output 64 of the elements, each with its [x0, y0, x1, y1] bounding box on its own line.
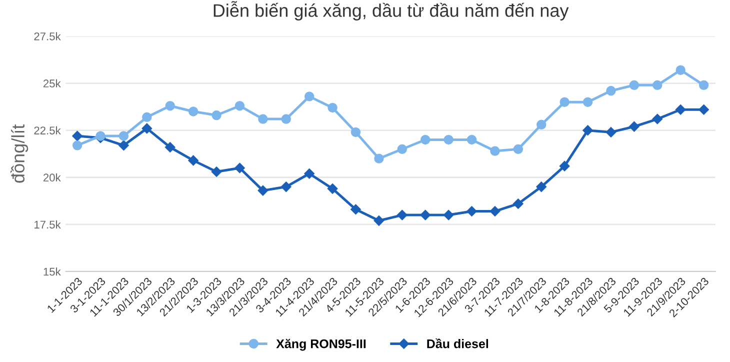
- point: [72, 140, 82, 150]
- point: [188, 106, 198, 116]
- point: [212, 110, 222, 120]
- y-tick-label: 15k: [44, 267, 61, 276]
- point: [118, 131, 129, 141]
- point: [234, 100, 245, 111]
- point: [466, 206, 477, 216]
- legend-label: Xăng RON95-III: [276, 338, 366, 351]
- point: [698, 104, 709, 115]
- point: [397, 144, 408, 154]
- point: [536, 120, 546, 130]
- point: [675, 104, 686, 115]
- point: [606, 86, 616, 96]
- point: [328, 102, 338, 113]
- point: [652, 80, 662, 90]
- point: [490, 206, 500, 216]
- point: [536, 182, 546, 192]
- point: [258, 114, 268, 124]
- point: [559, 160, 570, 172]
- point: [513, 144, 524, 154]
- point: [281, 114, 291, 124]
- point: [165, 142, 176, 152]
- chart-title: Diễn biến giá xăng, dầu từ đầu năm đến nay: [214, 1, 569, 20]
- point: [698, 80, 709, 90]
- point: [606, 127, 616, 138]
- point: [142, 112, 152, 122]
- point: [350, 127, 361, 138]
- point: [397, 210, 408, 220]
- y-tick-label: 20k: [43, 173, 61, 182]
- point: [118, 140, 129, 150]
- point: [676, 65, 686, 75]
- point: [444, 134, 454, 145]
- point: [258, 185, 268, 196]
- point: [304, 92, 314, 102]
- point: [420, 210, 430, 220]
- point: [560, 97, 570, 107]
- point: [374, 216, 384, 226]
- y-tick-label: 22.5k: [34, 126, 61, 134]
- point: [443, 210, 454, 220]
- point: [234, 162, 245, 174]
- y-axis-title: đồng/lít: [10, 124, 28, 183]
- point: [165, 100, 175, 111]
- point: [582, 125, 593, 136]
- point: [211, 166, 222, 177]
- point: [304, 168, 314, 179]
- point: [629, 80, 640, 90]
- legend-label: Dầu diesel: [427, 338, 488, 348]
- point: [466, 134, 477, 145]
- point: [374, 154, 384, 164]
- point: [513, 198, 524, 209]
- y-tick-label: 17.5k: [34, 220, 61, 229]
- point: [327, 184, 338, 194]
- point: [652, 114, 663, 124]
- point: [72, 130, 82, 142]
- point: [350, 204, 361, 214]
- point: [629, 121, 640, 132]
- point: [490, 146, 500, 156]
- point: [420, 134, 430, 145]
- point: [582, 97, 593, 107]
- y-tick-label: 25k: [43, 79, 61, 88]
- point: [188, 155, 198, 166]
- point: [281, 182, 292, 192]
- point: [142, 123, 152, 134]
- y-tick-label: 27.5k: [34, 32, 61, 40]
